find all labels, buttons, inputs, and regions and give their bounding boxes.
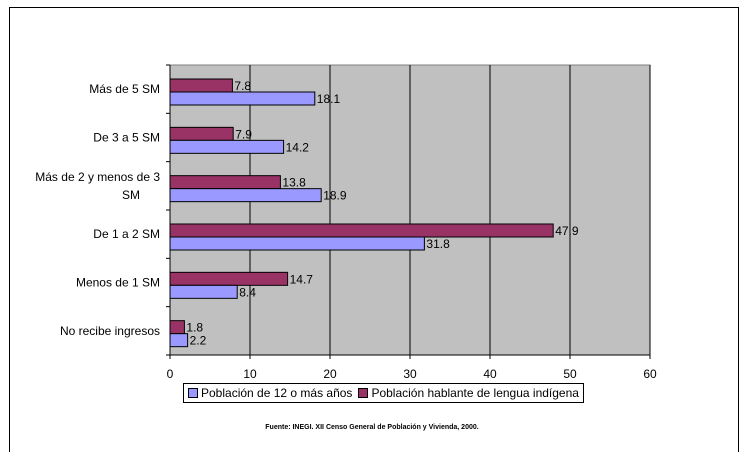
category-label: De 1 a 2 SM: [93, 227, 160, 241]
data-label: 2.2: [190, 334, 207, 348]
data-label: 18.1: [317, 92, 341, 106]
x-tick-label: 10: [243, 367, 257, 381]
x-tick-label: 20: [323, 367, 337, 381]
bar: [169, 188, 322, 203]
bar: [169, 126, 234, 141]
bar: [169, 91, 316, 106]
bar: [169, 139, 285, 154]
data-label: 18.9: [323, 189, 347, 203]
bar: [169, 271, 289, 286]
bar: [169, 284, 238, 299]
category-label: Más de 2 y menos de 3 SM: [35, 170, 160, 202]
category-label: Menos de 1 SM: [76, 276, 160, 290]
legend: Población de 12 o más años Población hab…: [183, 383, 584, 403]
category-label: Más de 5 SM: [89, 82, 160, 96]
legend-item-poblacion-indigena: Población hablante de lengua indígena: [358, 386, 579, 400]
data-label: 14.7: [290, 272, 314, 286]
bar: [169, 236, 425, 251]
category-label: De 3 a 5 SM: [93, 131, 160, 145]
bar: [169, 175, 281, 190]
chart-frame: [9, 7, 739, 452]
x-tick-label: 40: [483, 367, 497, 381]
x-tick-label: 30: [403, 367, 417, 381]
legend-swatch-blue: [188, 388, 198, 398]
data-label: 31.8: [426, 237, 450, 251]
data-label: 14.2: [286, 140, 310, 154]
x-tick-label: 60: [643, 367, 657, 381]
bar: [169, 223, 554, 238]
legend-label: Población de 12 o más años: [201, 386, 353, 400]
data-label: 7.8: [234, 79, 251, 93]
legend-swatch-purple: [358, 388, 369, 398]
bar: [169, 333, 189, 348]
source-note: Fuente: INEGI. XII Censo General de Pobl…: [265, 424, 479, 431]
legend-label: Población hablante de lengua indígena: [371, 386, 579, 400]
legend-item-poblacion-12: Población de 12 o más años: [188, 386, 352, 400]
bar: [169, 320, 185, 335]
data-label: 13.8: [282, 176, 306, 190]
data-label: 7.9: [235, 127, 252, 141]
x-tick-label: 50: [563, 367, 577, 381]
data-label: 8.4: [239, 285, 256, 299]
data-label: 47.9: [555, 224, 579, 238]
data-label: 1.8: [186, 321, 203, 335]
bar: [169, 78, 233, 93]
x-tick-label: 0: [167, 367, 174, 381]
category-label: No recibe ingresos: [60, 324, 160, 338]
